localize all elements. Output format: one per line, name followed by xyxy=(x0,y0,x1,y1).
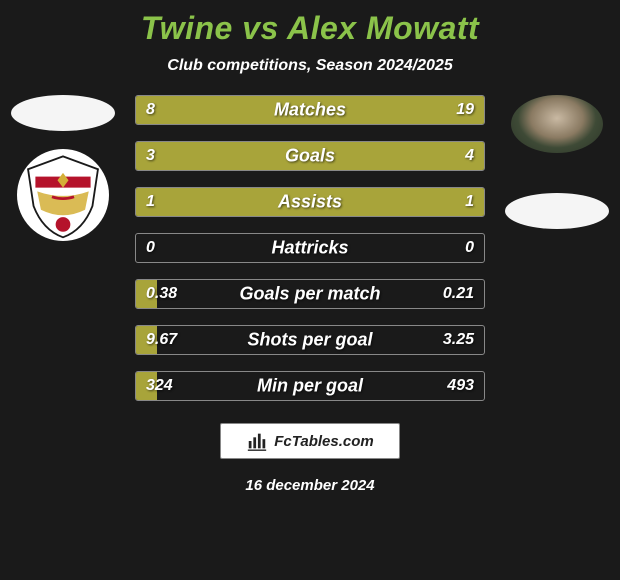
stat-row: 324 493 Min per goal xyxy=(135,371,485,401)
stat-left-value: 1 xyxy=(146,193,155,211)
stat-row: 9.67 3.25 Shots per goal xyxy=(135,325,485,355)
stat-label: Assists xyxy=(278,192,342,213)
stat-left-value: 8 xyxy=(146,101,155,119)
stat-label: Goals xyxy=(285,146,335,167)
left-player-column xyxy=(8,95,118,241)
right-player-photo xyxy=(511,95,603,153)
stat-label: Hattricks xyxy=(271,238,348,259)
right-player-flag-oval xyxy=(505,193,609,229)
stat-label: Matches xyxy=(274,100,346,121)
stat-right-value: 4 xyxy=(465,147,474,165)
stat-left-value: 3 xyxy=(146,147,155,165)
subtitle: Club competitions, Season 2024/2025 xyxy=(167,57,452,75)
stat-right-value: 493 xyxy=(447,377,474,395)
stat-row: 3 4 Goals xyxy=(135,141,485,171)
stat-label: Min per goal xyxy=(257,376,363,397)
stat-row: 1 1 Assists xyxy=(135,187,485,217)
comparison-card: Twine vs Alex Mowatt Club competitions, … xyxy=(0,0,620,580)
stat-left-value: 9.67 xyxy=(146,331,177,349)
stat-right-value: 3.25 xyxy=(443,331,474,349)
footer-brand-box: FcTables.com xyxy=(220,423,400,459)
stat-right-value: 1 xyxy=(465,193,474,211)
page-title: Twine vs Alex Mowatt xyxy=(141,10,479,47)
stat-bars: 8 19 Matches 3 4 Goals 1 1 Assists 0 0 Hattricks 0.3… xyxy=(135,95,485,417)
footer-brand-text: FcTables.com xyxy=(274,433,373,450)
stat-left-value: 0 xyxy=(146,239,155,257)
bar-chart-icon xyxy=(246,430,268,452)
stat-label: Goals per match xyxy=(239,284,380,305)
stat-left-value: 324 xyxy=(146,377,173,395)
stat-row: 8 19 Matches xyxy=(135,95,485,125)
left-player-flag-oval xyxy=(11,95,115,131)
stat-right-value: 0 xyxy=(465,239,474,257)
left-club-crest xyxy=(17,149,109,241)
stat-label: Shots per goal xyxy=(247,330,372,351)
stat-left-value: 0.38 xyxy=(146,285,177,303)
stat-row: 0.38 0.21 Goals per match xyxy=(135,279,485,309)
stats-area: 8 19 Matches 3 4 Goals 1 1 Assists 0 0 Hattricks 0.3… xyxy=(0,95,620,415)
right-player-column xyxy=(502,95,612,229)
stat-bar-left-fill xyxy=(136,142,286,170)
stat-right-value: 19 xyxy=(456,101,474,119)
stat-row: 0 0 Hattricks xyxy=(135,233,485,263)
crest-shield-icon xyxy=(17,149,109,241)
stat-right-value: 0.21 xyxy=(443,285,474,303)
footer-date: 16 december 2024 xyxy=(245,477,374,494)
